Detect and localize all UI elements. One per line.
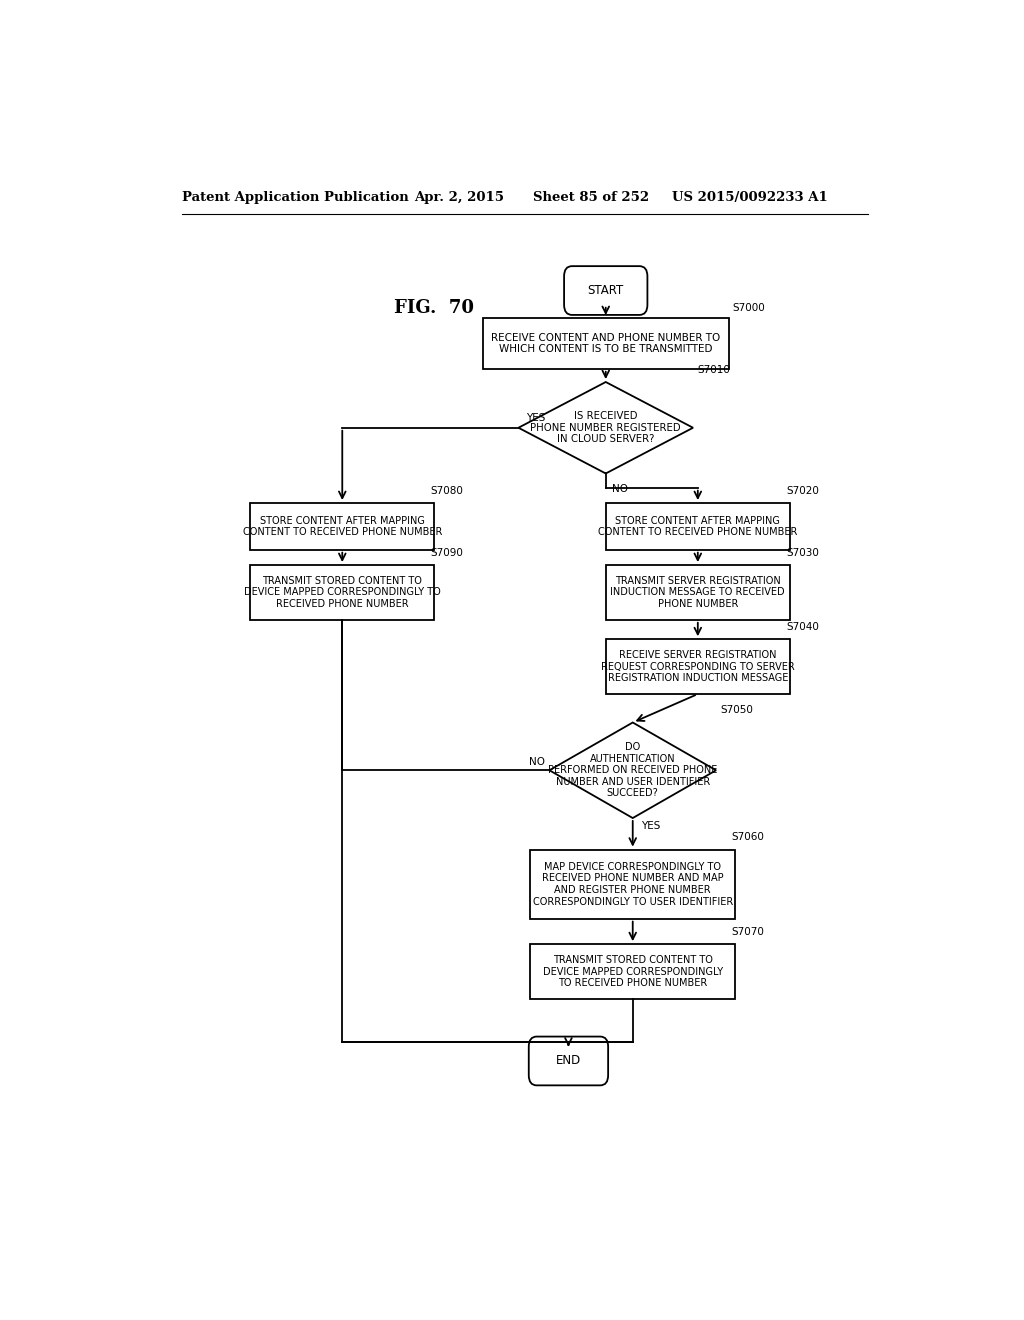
Text: FIG.  70: FIG. 70 <box>394 298 474 317</box>
Bar <box>530 850 735 919</box>
Text: RECEIVE SERVER REGISTRATION
REQUEST CORRESPONDING TO SERVER
REGISTRATION INDUCTI: RECEIVE SERVER REGISTRATION REQUEST CORR… <box>601 649 795 684</box>
Bar <box>250 565 434 620</box>
Text: Patent Application Publication: Patent Application Publication <box>182 190 409 203</box>
Text: IS RECEIVED
PHONE NUMBER REGISTERED
IN CLOUD SERVER?: IS RECEIVED PHONE NUMBER REGISTERED IN C… <box>530 411 681 445</box>
Text: US 2015/0092233 A1: US 2015/0092233 A1 <box>672 190 827 203</box>
Bar <box>606 565 790 620</box>
Text: Apr. 2, 2015: Apr. 2, 2015 <box>414 190 504 203</box>
Text: DO
AUTHENTICATION
PERFORMED ON RECEIVED PHONE
NUMBER AND USER IDENTIFIER
SUCCEED: DO AUTHENTICATION PERFORMED ON RECEIVED … <box>548 742 718 799</box>
Text: NO: NO <box>529 758 546 767</box>
Bar <box>606 503 790 549</box>
Text: NO: NO <box>612 483 628 494</box>
Text: S7090: S7090 <box>430 548 463 558</box>
Text: S7000: S7000 <box>733 302 766 313</box>
Text: MAP DEVICE CORRESPONDINGLY TO
RECEIVED PHONE NUMBER AND MAP
AND REGISTER PHONE N: MAP DEVICE CORRESPONDINGLY TO RECEIVED P… <box>532 862 733 907</box>
Text: S7040: S7040 <box>785 622 819 632</box>
Text: YES: YES <box>526 413 546 422</box>
Bar <box>606 639 790 694</box>
Text: RECEIVE CONTENT AND PHONE NUMBER TO
WHICH CONTENT IS TO BE TRANSMITTED: RECEIVE CONTENT AND PHONE NUMBER TO WHIC… <box>492 333 720 354</box>
Polygon shape <box>518 381 693 474</box>
Text: START: START <box>588 284 624 297</box>
Text: TRANSMIT SERVER REGISTRATION
INDUCTION MESSAGE TO RECEIVED
PHONE NUMBER: TRANSMIT SERVER REGISTRATION INDUCTION M… <box>610 576 785 609</box>
Bar <box>250 503 434 549</box>
Text: S7070: S7070 <box>731 927 764 937</box>
FancyBboxPatch shape <box>528 1036 608 1085</box>
Text: S7010: S7010 <box>697 364 730 375</box>
Text: END: END <box>556 1055 581 1068</box>
Polygon shape <box>550 722 716 818</box>
Text: S7080: S7080 <box>430 486 463 496</box>
Text: S7060: S7060 <box>731 833 764 842</box>
Text: S7050: S7050 <box>720 705 753 715</box>
Text: STORE CONTENT AFTER MAPPING
CONTENT TO RECEIVED PHONE NUMBER: STORE CONTENT AFTER MAPPING CONTENT TO R… <box>243 516 442 537</box>
Text: TRANSMIT STORED CONTENT TO
DEVICE MAPPED CORRESPONDINGLY TO
RECEIVED PHONE NUMBE: TRANSMIT STORED CONTENT TO DEVICE MAPPED… <box>244 576 440 609</box>
Text: TRANSMIT STORED CONTENT TO
DEVICE MAPPED CORRESPONDINGLY
TO RECEIVED PHONE NUMBE: TRANSMIT STORED CONTENT TO DEVICE MAPPED… <box>543 954 723 989</box>
Text: YES: YES <box>641 821 660 832</box>
Bar <box>482 318 729 368</box>
Bar <box>530 944 735 999</box>
Text: STORE CONTENT AFTER MAPPING
CONTENT TO RECEIVED PHONE NUMBER: STORE CONTENT AFTER MAPPING CONTENT TO R… <box>598 516 798 537</box>
Text: S7020: S7020 <box>785 486 819 496</box>
Text: Sheet 85 of 252: Sheet 85 of 252 <box>532 190 649 203</box>
Text: S7030: S7030 <box>785 548 819 558</box>
FancyBboxPatch shape <box>564 267 647 315</box>
